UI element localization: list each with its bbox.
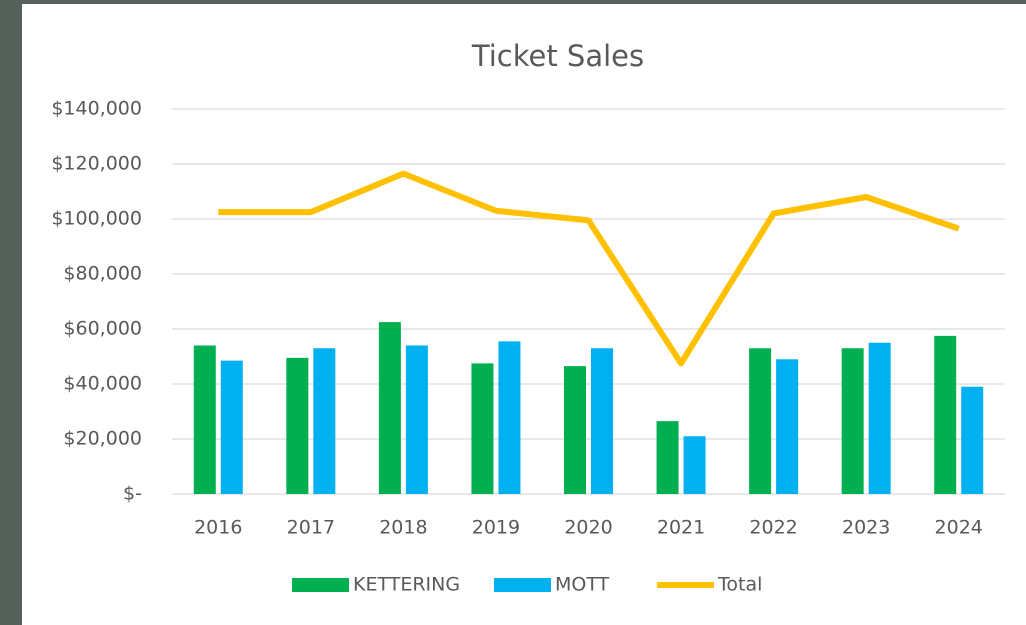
x-tick-label: 2017 bbox=[287, 517, 335, 539]
bar bbox=[564, 366, 586, 494]
y-tick-label: $120,000 bbox=[51, 153, 142, 175]
y-tick-label: $60,000 bbox=[63, 318, 142, 340]
y-tick-label: $- bbox=[123, 483, 142, 505]
bar bbox=[194, 346, 216, 495]
bar bbox=[406, 346, 428, 495]
legend-label: MOTT bbox=[555, 574, 610, 596]
legend-swatch bbox=[292, 578, 349, 592]
chart: Ticket Sales $- $20,000 $40,000 $60,000 $80,… bbox=[0, 0, 1026, 625]
bar bbox=[471, 363, 493, 494]
x-tick-label: 2022 bbox=[749, 517, 797, 539]
y-tick-label: $40,000 bbox=[63, 373, 142, 395]
bar bbox=[749, 348, 771, 494]
bar bbox=[934, 336, 956, 494]
x-tick-label: 2016 bbox=[194, 517, 242, 539]
page: Ticket Sales $- $20,000 $40,000 $60,000 $80,… bbox=[0, 0, 1026, 625]
bar bbox=[842, 348, 864, 494]
x-tick-label: 2019 bbox=[472, 517, 520, 539]
x-tick-label: 2023 bbox=[842, 517, 890, 539]
chart-title: Ticket Sales bbox=[471, 39, 644, 73]
bar bbox=[313, 348, 335, 494]
bar bbox=[776, 359, 798, 494]
bar bbox=[286, 358, 308, 494]
bar bbox=[379, 322, 401, 494]
bar bbox=[961, 387, 983, 494]
y-tick-label: $80,000 bbox=[63, 263, 142, 285]
bar bbox=[498, 341, 520, 494]
y-tick-label: $140,000 bbox=[51, 98, 142, 120]
legend-label: KETTERING bbox=[353, 574, 460, 596]
bar bbox=[591, 348, 613, 494]
y-tick-label: $20,000 bbox=[63, 428, 142, 450]
legend-swatch bbox=[494, 578, 551, 592]
x-tick-label: 2020 bbox=[564, 517, 612, 539]
legend-label: Total bbox=[717, 574, 762, 596]
x-tick-label: 2018 bbox=[379, 517, 427, 539]
bar bbox=[657, 421, 679, 494]
y-tick-label: $100,000 bbox=[51, 208, 142, 230]
bar bbox=[684, 436, 706, 494]
x-tick-label: 2024 bbox=[935, 517, 983, 539]
x-tick-label: 2021 bbox=[657, 517, 705, 539]
bar bbox=[869, 343, 891, 494]
bar bbox=[221, 361, 243, 494]
